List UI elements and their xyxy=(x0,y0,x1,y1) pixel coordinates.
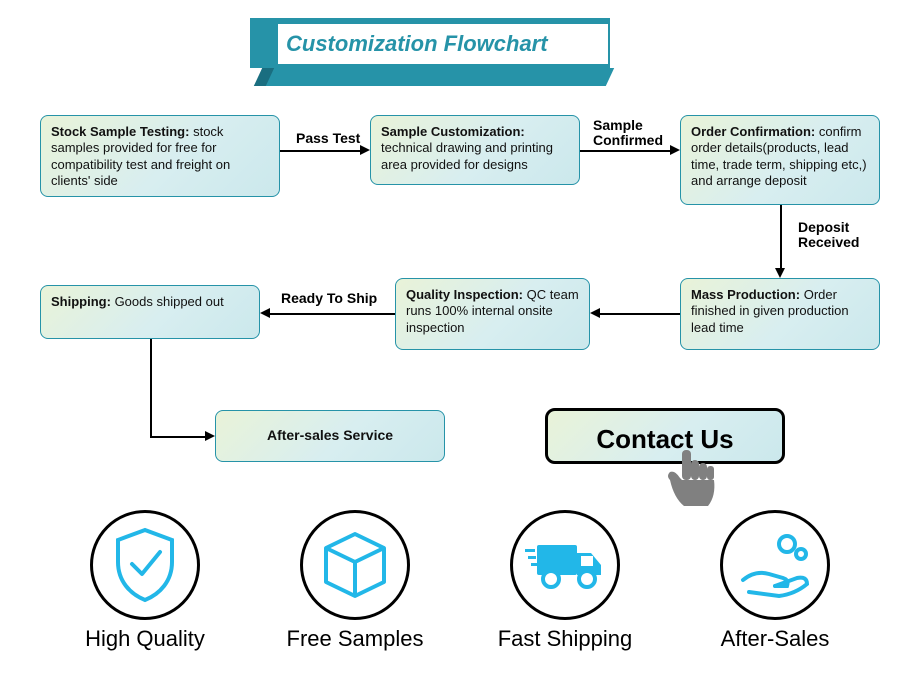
feature-fast-shipping: Fast Shipping xyxy=(490,510,640,652)
node-body: After-sales Service xyxy=(267,427,393,445)
edge-label-pass-test: Pass Test xyxy=(296,130,360,146)
edge-label-deposit-received: Deposit Received xyxy=(798,220,859,251)
node-sample-customization: Sample Customization: technical drawing … xyxy=(370,115,580,185)
node-after-sales: After-sales Service xyxy=(215,410,445,462)
node-body: technical drawing and printing area prov… xyxy=(381,140,553,171)
edge-line xyxy=(780,205,782,268)
edge-line xyxy=(150,339,152,436)
node-title: Stock Sample Testing: xyxy=(51,124,189,139)
edge-line xyxy=(580,150,670,152)
feature-label: After-Sales xyxy=(700,626,850,652)
arrowhead-icon xyxy=(205,431,215,441)
icon-circle xyxy=(720,510,830,620)
node-quality-inspection: Quality Inspection: QC team runs 100% in… xyxy=(395,278,590,350)
edge-line xyxy=(270,313,395,315)
arrowhead-icon xyxy=(260,308,270,318)
feature-label: Fast Shipping xyxy=(490,626,640,652)
node-title: Quality Inspection: xyxy=(406,287,523,302)
arrowhead-icon xyxy=(775,268,785,278)
node-title: Sample Customization: xyxy=(381,124,525,139)
edge-label-sample-confirmed: Sample Confirmed xyxy=(593,118,663,149)
page-title: Customization Flowchart xyxy=(278,24,608,64)
icon-circle xyxy=(510,510,620,620)
node-mass-production: Mass Production: Order finished in given… xyxy=(680,278,880,350)
edge-line xyxy=(150,436,205,438)
node-order-confirmation: Order Confirmation: confirm order detail… xyxy=(680,115,880,205)
title-banner: Customization Flowchart xyxy=(250,18,650,88)
node-title: Order Confirmation: xyxy=(691,124,815,139)
icon-circle xyxy=(90,510,200,620)
node-title: Shipping: xyxy=(51,294,111,309)
feature-label: Free Samples xyxy=(280,626,430,652)
hand-cursor-icon xyxy=(660,448,720,518)
edge-label-text: Deposit Received xyxy=(798,219,859,250)
feature-high-quality: High Quality xyxy=(70,510,220,652)
arrowhead-icon xyxy=(670,145,680,155)
feature-label: High Quality xyxy=(70,626,220,652)
feature-after-sales: After-Sales xyxy=(700,510,850,652)
cube-icon xyxy=(316,526,394,604)
node-title: Mass Production: xyxy=(691,287,800,302)
arrowhead-icon xyxy=(590,308,600,318)
banner-ribbon xyxy=(266,68,614,86)
node-shipping: Shipping: Goods shipped out xyxy=(40,285,260,339)
edge-line xyxy=(600,313,680,315)
node-stock-sample: Stock Sample Testing: stock samples prov… xyxy=(40,115,280,197)
edge-label-text: Sample Confirmed xyxy=(593,117,663,148)
arrowhead-icon xyxy=(360,145,370,155)
truck-icon xyxy=(523,535,607,595)
edge-line xyxy=(280,150,360,152)
node-body: Goods shipped out xyxy=(115,294,224,309)
edge-label-ready-to-ship: Ready To Ship xyxy=(281,290,377,306)
feature-free-samples: Free Samples xyxy=(280,510,430,652)
flowchart-canvas: Customization Flowchart Stock Sample Tes… xyxy=(0,0,910,681)
icon-circle xyxy=(300,510,410,620)
hand-coins-icon xyxy=(735,530,815,600)
shield-check-icon xyxy=(110,526,180,604)
